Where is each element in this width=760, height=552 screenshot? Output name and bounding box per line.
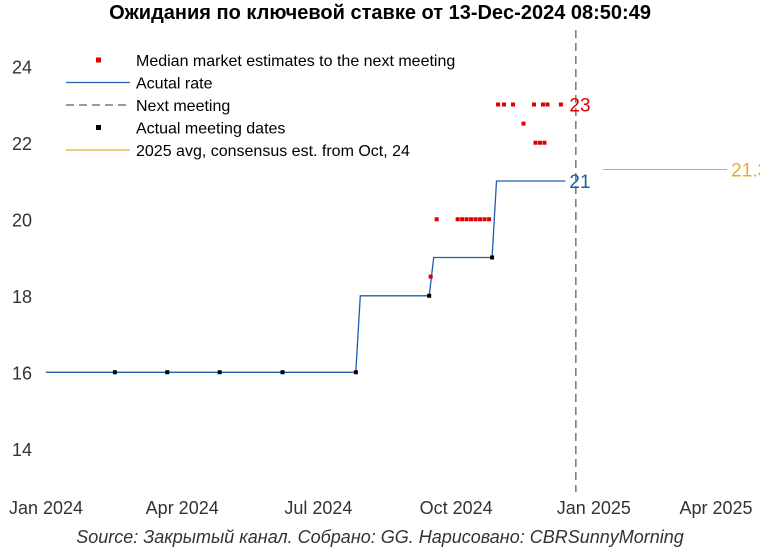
market-estimate-marker bbox=[478, 217, 483, 222]
x-tick-label: Apr 2025 bbox=[679, 498, 752, 518]
market-estimate-marker bbox=[434, 217, 439, 222]
source-note: Source: Закрытый канал. Собрано: GG. Нар… bbox=[76, 527, 684, 547]
x-tick-label: Jan 2024 bbox=[9, 498, 83, 518]
series-layer: 23 21 21.3 bbox=[46, 30, 760, 492]
market-estimate-marker bbox=[521, 121, 526, 126]
actual-rate-line bbox=[46, 180, 566, 373]
meeting-date-marker bbox=[490, 255, 495, 260]
market-estimate-marker bbox=[511, 102, 516, 107]
legend-label: Median market estimates to the next meet… bbox=[136, 53, 455, 70]
market-estimate-marker bbox=[428, 274, 433, 279]
market-estimate-marker bbox=[469, 217, 474, 222]
market-estimate-marker bbox=[455, 217, 460, 222]
chart-title: Ожидания по ключевой ставке от 13-Dec-20… bbox=[109, 2, 651, 24]
market-estimate-marker bbox=[460, 217, 465, 222]
meeting-date-marker bbox=[217, 370, 222, 375]
axes-layer: 14 16 18 20 22 24 Jan 2024 Apr 2024 Jul 2024 Oct … bbox=[9, 57, 753, 518]
market-estimate-marker bbox=[496, 102, 501, 107]
legend-label: Acutal rate bbox=[136, 76, 213, 93]
market-estimate-marker bbox=[537, 140, 542, 145]
meeting-date-marker bbox=[353, 370, 358, 375]
market-estimate-marker bbox=[482, 217, 487, 222]
x-tick-label: Jan 2025 bbox=[557, 498, 631, 518]
end-label: 21 bbox=[569, 172, 590, 193]
legend-label: 2025 avg, consensus est. from Oct, 24 bbox=[136, 143, 410, 160]
x-tick-label: Oct 2024 bbox=[420, 498, 493, 518]
market-estimate-marker bbox=[487, 217, 492, 222]
market-estimate-marker bbox=[473, 217, 478, 222]
market-estimate-marker bbox=[464, 217, 469, 222]
y-tick-label: 24 bbox=[12, 57, 32, 77]
y-tick-label: 14 bbox=[12, 440, 32, 460]
y-tick-label: 20 bbox=[12, 210, 32, 230]
market-estimate-marker bbox=[531, 102, 536, 107]
market-estimate-marker bbox=[533, 140, 538, 145]
y-tick-label: 22 bbox=[12, 134, 32, 154]
end-label: 21.3 bbox=[731, 161, 760, 182]
legend: Median market estimates to the next meet… bbox=[66, 53, 455, 160]
legend-label: Actual meeting dates bbox=[136, 121, 285, 138]
x-tick-label: Jul 2024 bbox=[284, 498, 352, 518]
market-estimate-marker bbox=[542, 140, 547, 145]
market-estimate-marker bbox=[502, 102, 507, 107]
meeting-date-marker bbox=[280, 370, 285, 375]
legend-label: Next meeting bbox=[136, 98, 230, 115]
market-estimate-marker bbox=[558, 102, 563, 107]
market-estimate-marker bbox=[540, 102, 545, 107]
meeting-date-marker bbox=[427, 293, 432, 298]
meeting-date-marker bbox=[112, 370, 117, 375]
end-label: 23 bbox=[569, 96, 590, 117]
legend-marker bbox=[96, 57, 101, 63]
x-tick-label: Apr 2024 bbox=[146, 498, 219, 518]
legend-marker bbox=[96, 125, 101, 130]
y-tick-label: 18 bbox=[12, 287, 32, 307]
market-estimate-marker bbox=[545, 102, 550, 107]
meeting-date-marker bbox=[165, 370, 170, 375]
y-tick-label: 16 bbox=[12, 363, 32, 383]
